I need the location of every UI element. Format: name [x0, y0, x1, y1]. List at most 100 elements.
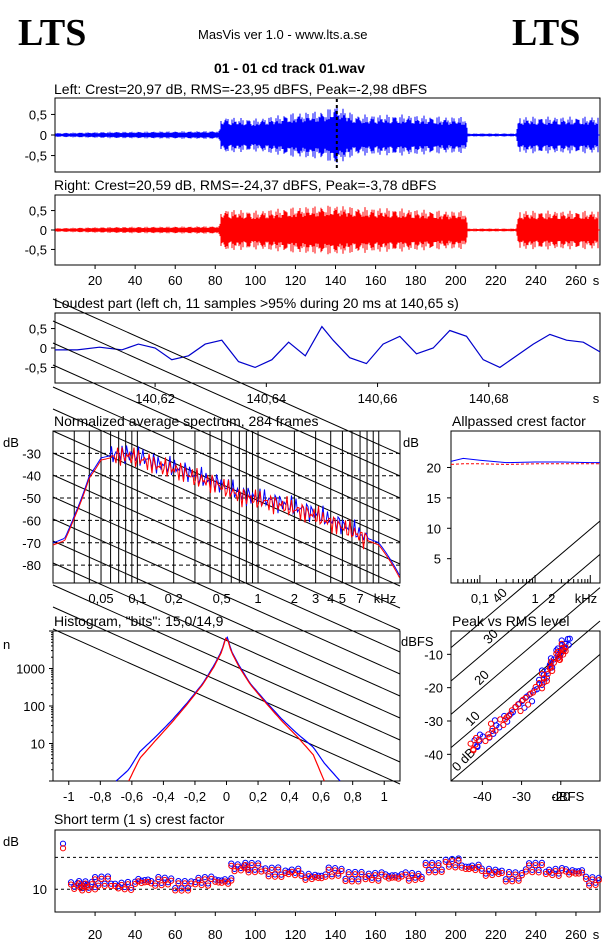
loudest-part-xtick-label: 140,64	[246, 391, 286, 406]
short-term-crest-point	[282, 869, 289, 876]
short-term-crest-point	[472, 864, 479, 871]
short-term-crest-point	[79, 887, 86, 894]
avg-spectrum-ytick-label: -40	[22, 469, 41, 484]
short-term-crest-point	[338, 868, 345, 875]
short-term-crest-point	[575, 870, 582, 877]
histogram-ytick-label: 1000	[16, 662, 45, 677]
short-term-crest-point	[522, 868, 529, 875]
peak-vs-rms-point	[547, 660, 554, 668]
short-term-crest-point	[262, 865, 269, 872]
peak-vs-rms-diagonal-label: 0 dB	[449, 745, 479, 775]
avg-spectrum-ytick-label: -80	[22, 558, 41, 573]
time-axis-tick-label: 240	[525, 273, 547, 288]
short-term-crest-point	[192, 878, 199, 886]
short-term-crest-point	[161, 876, 168, 884]
peak-vs-rms-diagonal-label: 10	[462, 708, 483, 729]
short-term-crest-point	[525, 862, 533, 869]
histogram-xtick-label: 0,6	[312, 789, 330, 804]
short-term-crest-point	[538, 859, 545, 866]
short-term-crest-point	[498, 867, 505, 874]
short-term-crest-point	[478, 867, 485, 875]
short-term-crest-point	[428, 859, 436, 866]
allpassed-crest-xtick-label: 1	[531, 591, 538, 606]
avg-spectrum-slope-line	[52, 298, 401, 455]
logo-right: LTS	[512, 12, 581, 54]
short-term-crest-point	[271, 871, 279, 878]
short-term-crest-point	[492, 866, 499, 873]
peak-vs-rms-xtick-label: -30	[512, 789, 531, 804]
short-term-crest-point	[175, 877, 182, 885]
histogram-xtick-label: 0,2	[249, 789, 267, 804]
short-term-crest-point	[482, 872, 489, 879]
short-term-crest-point	[318, 875, 325, 882]
short-term-crest-point	[529, 866, 536, 873]
short-term-crest-point	[322, 873, 329, 880]
right-waveform-ytick-label: -0,5	[25, 242, 47, 257]
peak-vs-rms-point	[521, 704, 528, 711]
short-term-crest-point	[315, 874, 322, 882]
peak-vs-rms-point	[507, 710, 514, 718]
short-term-crest-xtick-label: 160	[365, 927, 387, 942]
peak-vs-rms-frame	[450, 630, 601, 782]
peak-vs-rms-point	[558, 640, 565, 647]
short-term-crest-point	[589, 876, 596, 883]
loudest-part-ytick-label: 0	[40, 341, 47, 356]
short-term-crest-point	[475, 861, 482, 868]
app-title: MasVis ver 1.0 - www.lts.a.se	[198, 27, 368, 42]
short-term-crest-point	[208, 873, 215, 880]
short-term-crest-point	[375, 875, 382, 882]
histogram-xtick-label: 0,8	[344, 789, 362, 804]
short-term-crest-point	[138, 879, 145, 887]
avg-spectrum-xtick-label: 0,05	[88, 591, 113, 606]
avg-spectrum-slope-line	[52, 342, 401, 499]
short-term-crest-point	[231, 868, 238, 875]
avg-spectrum-xtick-label: 3	[312, 591, 319, 606]
short-term-crest-point	[59, 840, 67, 847]
avg-spectrum-xtick-label: 0,5	[213, 591, 231, 606]
short-term-crest-point	[442, 856, 449, 863]
avg-spectrum-xtick-label: 5	[339, 591, 346, 606]
time-axis-tick-label: 140	[325, 273, 347, 288]
short-term-crest-point	[255, 860, 262, 867]
short-term-crest-point	[405, 875, 412, 882]
short-term-crest-point	[262, 867, 269, 874]
short-term-crest-point	[141, 879, 148, 886]
peak-vs-rms-xtick-label: -40	[473, 789, 492, 804]
avg-spectrum-slope-line	[52, 584, 401, 741]
short-term-crest-point	[152, 880, 159, 887]
short-term-crest-point	[288, 868, 295, 875]
time-axis-tick-label: 100	[245, 273, 267, 288]
peak-vs-rms-ytick-label: -40	[424, 747, 443, 762]
histogram-xtick-label: -0,8	[89, 789, 111, 804]
short-term-crest-point	[388, 874, 396, 881]
histogram-xtick-label: -0,6	[121, 789, 143, 804]
short-term-crest-point	[485, 868, 493, 875]
peak-vs-rms-point	[485, 731, 492, 738]
peak-vs-rms-diagonal-label: 20	[471, 667, 492, 688]
short-term-crest-point	[178, 887, 185, 894]
short-term-crest-point	[362, 876, 369, 883]
short-term-crest-point	[308, 875, 315, 883]
short-term-crest-point	[121, 886, 128, 893]
short-term-crest-point	[212, 878, 219, 885]
peak-vs-rms-point	[472, 741, 479, 748]
short-term-crest-point	[562, 868, 570, 875]
histogram-xtick-label: -0,2	[184, 789, 206, 804]
allpassed-crest-frame	[450, 430, 601, 584]
avg-spectrum-slope-line	[52, 452, 401, 609]
short-term-crest-point	[161, 874, 168, 881]
short-term-crest-point	[465, 865, 473, 873]
short-term-crest-point	[432, 869, 439, 876]
time-axis-tick-label: 120	[285, 273, 307, 288]
short-term-crest-point	[328, 871, 336, 878]
short-term-crest-point	[438, 866, 445, 873]
peak-vs-rms-diagonal-label: 40	[489, 585, 510, 606]
short-term-crest-frame	[54, 829, 601, 913]
short-term-crest-point	[104, 873, 111, 880]
peak-vs-rms-point	[562, 640, 569, 648]
short-term-crest-point	[311, 874, 319, 881]
short-term-crest-point	[342, 877, 349, 885]
short-term-crest-point	[175, 880, 182, 887]
short-term-crest-point	[509, 875, 516, 883]
short-term-crest-point	[251, 868, 259, 876]
